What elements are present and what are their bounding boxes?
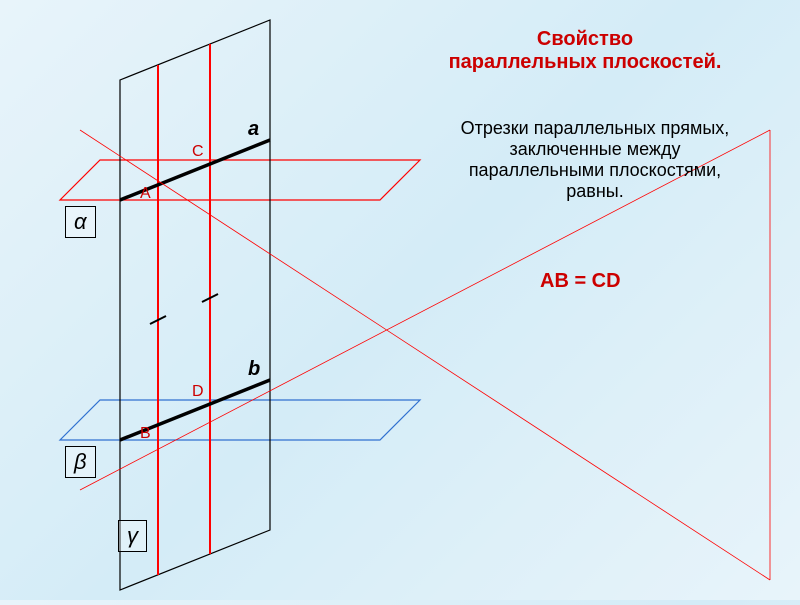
- label-alpha: α: [65, 206, 96, 238]
- body-block: Отрезки параллельных прямых, заключенные…: [395, 118, 795, 202]
- body-line-2: заключенные между: [395, 139, 795, 160]
- label-line-b: b: [248, 358, 260, 381]
- label-gamma: γ: [118, 520, 147, 552]
- plane-gamma: [120, 20, 270, 590]
- geometry-svg: [0, 0, 800, 600]
- title-line-1: Свойство: [400, 28, 770, 51]
- equation-text: AB = CD: [540, 270, 621, 293]
- label-beta: β: [65, 446, 96, 478]
- label-line-a: a: [248, 118, 259, 141]
- label-D: D: [192, 383, 204, 401]
- plane-alpha: [60, 160, 420, 200]
- label-C: C: [192, 143, 204, 161]
- body-line-3: параллельными плоскостями,: [395, 160, 795, 181]
- title-block: Свойство параллельных плоскостей.: [400, 28, 770, 74]
- title-line-2: параллельных плоскостей.: [400, 51, 770, 74]
- body-line-4: равны.: [395, 181, 795, 202]
- diagram-container: [0, 0, 800, 600]
- plane-beta: [60, 400, 420, 440]
- body-line-1: Отрезки параллельных прямых,: [395, 118, 795, 139]
- label-A: A: [140, 185, 151, 203]
- label-B: B: [140, 425, 151, 443]
